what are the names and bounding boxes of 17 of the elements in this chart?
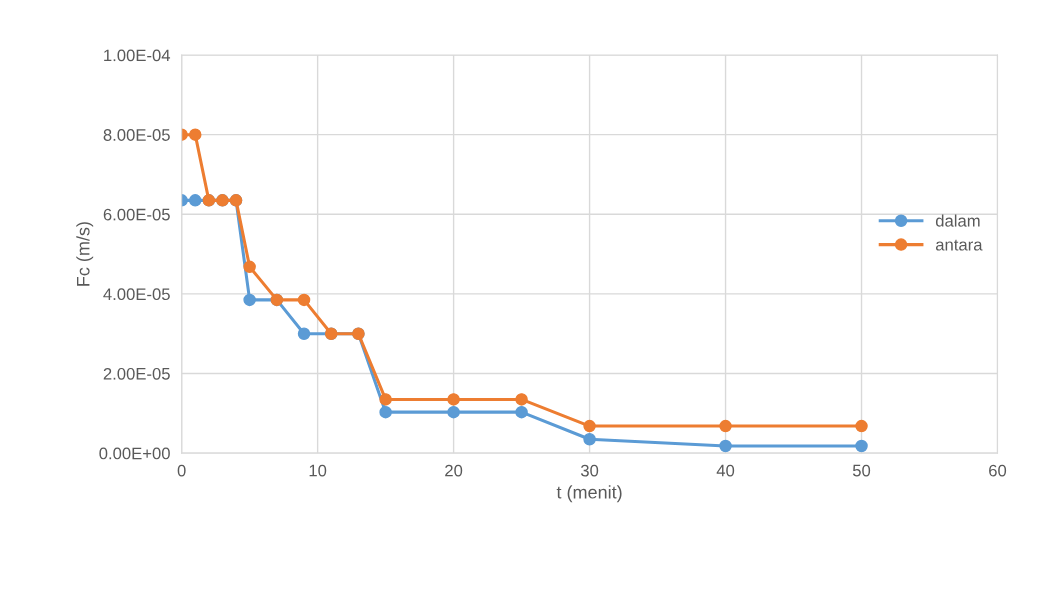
y-tick-label: 1.00E-04 — [104, 49, 171, 62]
legend-label: dalam — [935, 214, 980, 227]
y-tick-label: 0.00E+00 — [99, 447, 170, 460]
x-tick-label: 40 — [716, 464, 735, 477]
y-tick-label: 4.00E-05 — [103, 288, 170, 301]
y-tick-label: 6.00E-05 — [103, 208, 170, 221]
x-tick-label: 0 — [177, 464, 186, 477]
x-axis-title: t (menit) — [556, 485, 622, 503]
y-tick-label: 2.00E-05 — [103, 367, 170, 380]
x-tick-label: 30 — [580, 464, 599, 477]
x-tick-label: 10 — [309, 464, 327, 477]
legend-label: antara — [935, 239, 983, 251]
x-tick-label: 60 — [989, 464, 1007, 477]
x-tick-label: 50 — [852, 464, 871, 477]
x-tick-label: 20 — [445, 464, 463, 477]
y-axis-title: Fc (m/s) — [76, 222, 94, 286]
y-tick-label: 8.00E-05 — [103, 129, 170, 141]
